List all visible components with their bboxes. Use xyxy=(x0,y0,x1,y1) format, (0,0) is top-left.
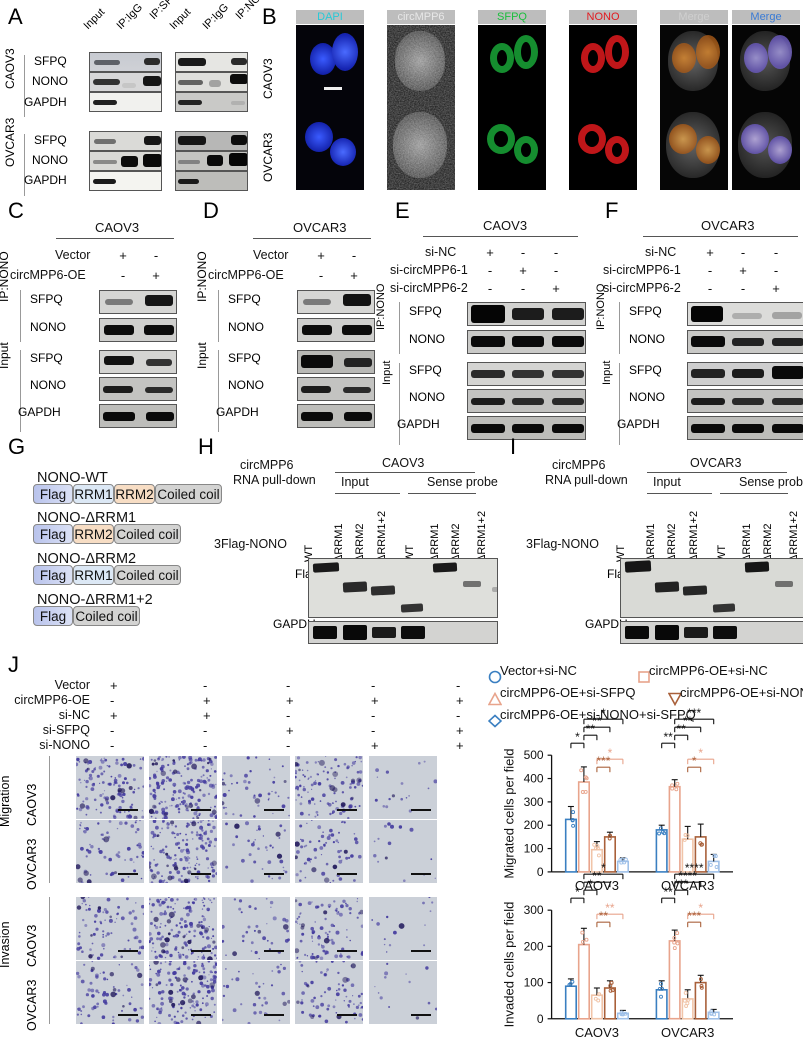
svg-text:0: 0 xyxy=(537,1012,544,1026)
svg-text:**: ** xyxy=(599,909,609,923)
svg-text:*: * xyxy=(601,861,606,875)
svg-text:OVCAR3: OVCAR3 xyxy=(661,1025,714,1039)
svg-text:200: 200 xyxy=(524,939,544,953)
svg-text:CAOV3: CAOV3 xyxy=(575,1025,619,1039)
svg-text:**: ** xyxy=(664,885,674,899)
svg-text:100: 100 xyxy=(524,976,544,990)
svg-text:***: *** xyxy=(687,909,701,923)
svg-text:Invaded cells per field: Invaded cells per field xyxy=(502,902,517,1028)
svg-text:300: 300 xyxy=(524,903,544,917)
svg-text:*: * xyxy=(575,885,580,899)
svg-text:****: **** xyxy=(685,861,704,875)
